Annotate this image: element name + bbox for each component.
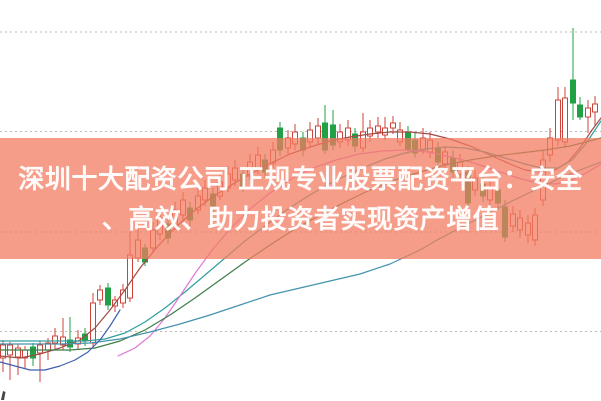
candle-body	[562, 97, 568, 143]
candle-body	[577, 104, 583, 118]
candle-body	[37, 344, 43, 354]
candle-body	[570, 79, 576, 104]
corner-mark	[1, 391, 6, 400]
ma-navy-short	[0, 309, 121, 371]
candle-body	[127, 254, 133, 299]
candle-body	[555, 99, 561, 141]
candle-body	[0, 344, 6, 359]
candle-body	[30, 346, 36, 359]
candle-body	[592, 103, 598, 113]
candle-body	[15, 347, 21, 358]
candle-body	[97, 289, 103, 301]
candle-body	[375, 125, 381, 133]
headline-line-2: 、高效、助力投资者实现资产增值	[101, 203, 500, 234]
candle-body	[315, 125, 321, 139]
candle-body	[382, 127, 388, 136]
candle-body	[390, 122, 396, 129]
candle-body	[52, 335, 58, 344]
candle-body	[585, 107, 591, 118]
candle-body	[105, 287, 111, 306]
candle-body	[367, 127, 373, 137]
headline-line-1: 深圳十大配资公司 正规专业股票配资平台：安全	[18, 163, 583, 194]
headline-overlay-band: 深圳十大配资公司 正规专业股票配资平台：安全 、高效、助力投资者实现资产增值	[0, 138, 601, 259]
candle-body	[82, 333, 88, 341]
candle-body	[90, 302, 96, 344]
